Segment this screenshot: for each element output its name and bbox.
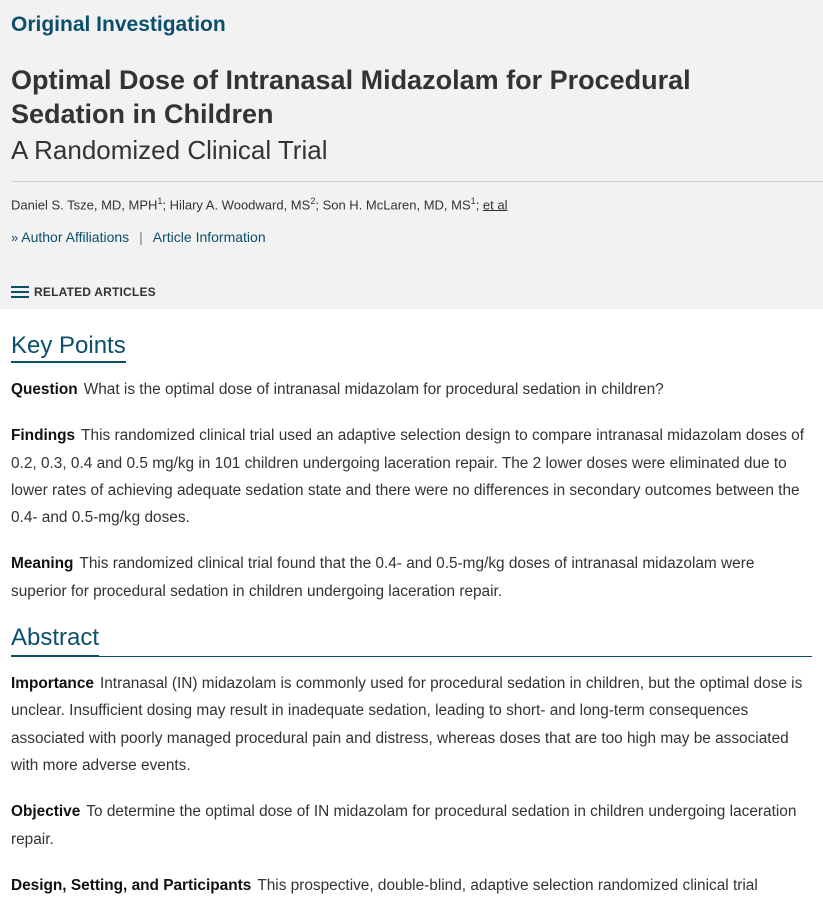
article-title: Optimal Dose of Intranasal Midazolam for… <box>11 65 691 129</box>
author-list: Daniel S. Tsze, MD, MPH1; Hilary A. Wood… <box>11 192 812 214</box>
article-info-links: » Author Affiliations | Article Informati… <box>11 229 812 245</box>
author-affiliation-number: 2 <box>310 196 316 206</box>
abstract-heading: Abstract <box>11 623 100 658</box>
double-chevron-right-icon: » <box>11 230 19 246</box>
author-separator: ; <box>475 197 483 213</box>
findings-label: Findings <box>11 427 76 445</box>
importance-label: Importance <box>11 675 94 693</box>
key-point-question: Question What is the optimal dose of intr… <box>11 376 812 403</box>
author-separator: ; <box>315 197 323 213</box>
findings-text: This randomized clinical trial used an a… <box>11 427 805 527</box>
key-point-meaning: Meaning This randomized clinical trial fo… <box>11 550 812 605</box>
author-affiliation-number: 1 <box>470 196 476 206</box>
author-affiliations-label: Author Affiliations <box>21 229 130 246</box>
article-subtitle: A Randomized Clinical Trial <box>11 135 328 165</box>
author-separator: ; <box>162 197 170 213</box>
author-name[interactable]: Son H. McLaren, MD, MS <box>322 197 471 213</box>
article-type: Original Investigation <box>11 13 226 36</box>
abstract-importance: Importance Intranasal (IN) midazolam is c… <box>11 670 812 779</box>
article-body: Key Points Question What is the optimal d… <box>0 309 823 899</box>
importance-text: Intranasal (IN) midazolam is commonly us… <box>11 675 803 774</box>
list-menu-icon <box>11 286 29 298</box>
abstract-objective: Objective To determine the optimal dose o… <box>11 798 812 853</box>
et-al-link[interactable]: et al <box>482 197 508 213</box>
article-information-link[interactable]: Article Information <box>152 229 266 246</box>
objective-text: To determine the optimal dose of IN mida… <box>11 803 797 848</box>
abstract-design: Design, Setting, and Participants This pr… <box>11 872 812 899</box>
related-articles-button[interactable]: RELATED ARTICLES <box>11 285 156 299</box>
key-point-findings: Findings This randomized clinical trial u… <box>11 422 812 531</box>
design-label: Design, Setting, and Participants <box>11 876 252 894</box>
link-divider: | <box>139 229 143 246</box>
article-header: Original Investigation Optimal Dose of I… <box>0 0 823 309</box>
meaning-text: This randomized clinical trial found tha… <box>11 555 755 600</box>
question-text: What is the optimal dose of intranasal m… <box>83 381 664 398</box>
author-affiliations-link[interactable]: » Author Affiliations <box>11 229 129 245</box>
key-points-heading: Key Points <box>11 331 126 363</box>
header-divider <box>11 181 823 182</box>
design-text: This prospective, double-blind, adaptive… <box>257 876 758 894</box>
objective-label: Objective <box>11 803 81 821</box>
author-name[interactable]: Daniel S. Tsze, MD, MPH <box>11 197 158 213</box>
meaning-label: Meaning <box>11 555 74 573</box>
question-label: Question <box>11 381 78 398</box>
author-name[interactable]: Hilary A. Woodward, MS <box>169 197 311 213</box>
author-affiliation-number: 1 <box>157 196 163 206</box>
abstract-heading-bar: Abstract <box>11 623 812 658</box>
related-articles-label: RELATED ARTICLES <box>34 285 156 299</box>
